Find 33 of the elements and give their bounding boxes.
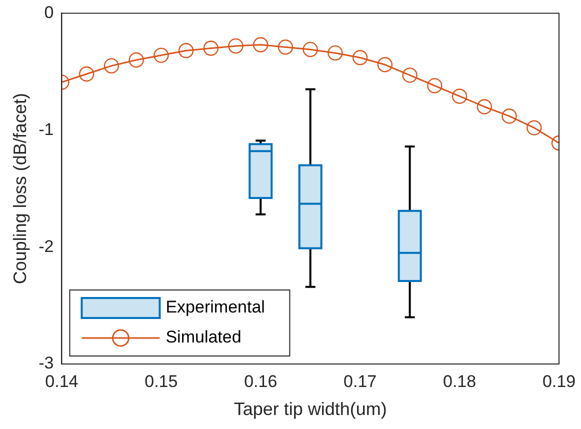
- x-tick-label: 0.18: [442, 372, 476, 391]
- point: [377, 57, 393, 72]
- x-tick-label: 0.14: [45, 372, 78, 391]
- x-tick-label: 0.17: [344, 372, 377, 391]
- y-axis-title: Coupling loss (dB/facet): [10, 93, 30, 284]
- point: [253, 37, 268, 52]
- point: [128, 52, 144, 68]
- y-tick-label: -1: [38, 120, 54, 139]
- x-axis-title: Taper tip width(um): [234, 399, 387, 420]
- x-tick-label: 0.16: [244, 372, 278, 391]
- point: [203, 40, 218, 56]
- point: [302, 42, 318, 58]
- y-tick-label: 0: [44, 2, 54, 22]
- point: [78, 66, 94, 82]
- point: [427, 78, 442, 94]
- legend-label: Experimental: [166, 298, 265, 317]
- x-tick-label: 0.15: [144, 372, 178, 391]
- point: [476, 99, 492, 114]
- point: [228, 38, 244, 54]
- point: [178, 43, 194, 58]
- point: [328, 45, 343, 61]
- point: [104, 58, 120, 74]
- point: [278, 40, 294, 55]
- y-tick-label: -2: [38, 236, 54, 256]
- point: [402, 68, 418, 83]
- y-tick-label: -3: [38, 354, 54, 373]
- x-tick-label: 0.19: [542, 372, 576, 391]
- point: [154, 48, 169, 63]
- point: [352, 50, 368, 66]
- point: [452, 88, 468, 104]
- point: [502, 108, 517, 124]
- legend-label: Simulated: [166, 328, 242, 347]
- point: [526, 120, 542, 136]
